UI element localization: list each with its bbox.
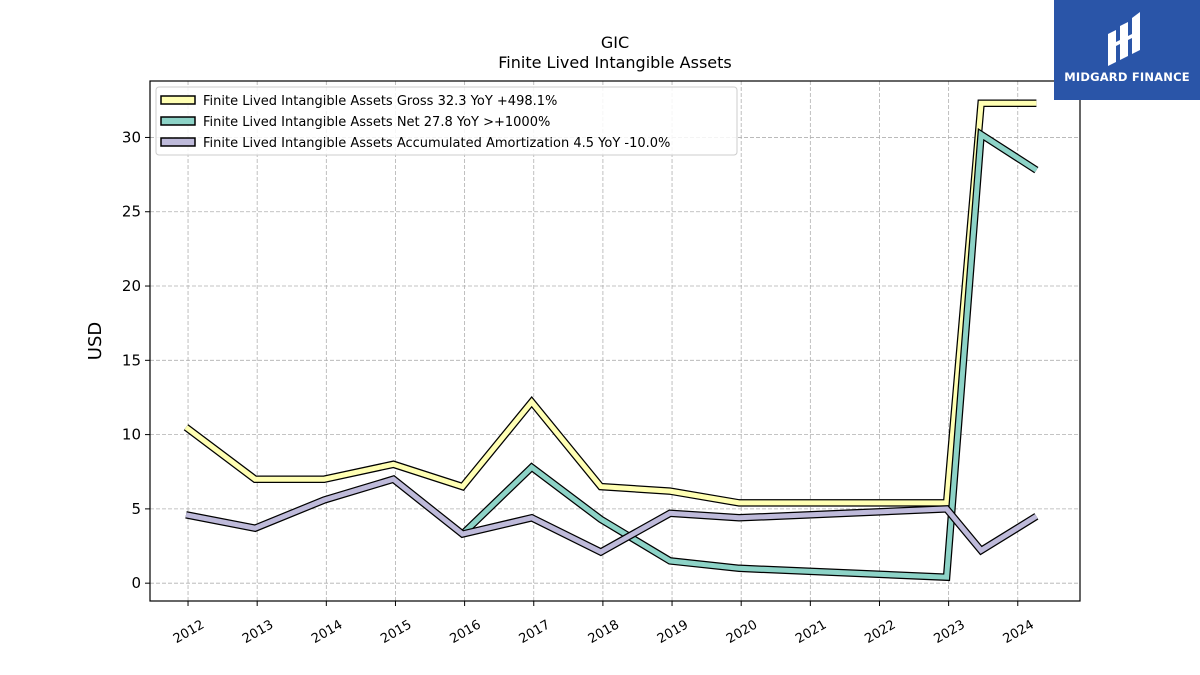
x-axis-ticks: 2012 2013 2014 2015 2016 2017 2018 2019 2020 2021… xyxy=(171,601,1037,647)
legend: Finite Lived Intangible Assets Gross 32.… xyxy=(155,86,738,156)
x-tick-label: 2014 xyxy=(309,617,345,647)
x-tick-label: 2021 xyxy=(793,617,829,647)
x-tick-label: 2020 xyxy=(724,617,760,647)
y-tick-label: 15 xyxy=(122,351,141,369)
x-tick-label: 2023 xyxy=(931,617,967,647)
x-tick-label: 2024 xyxy=(1001,617,1037,647)
x-tick-label: 2015 xyxy=(378,617,414,647)
x-tick-label: 2012 xyxy=(171,617,207,647)
y-tick-label: 5 xyxy=(131,500,141,518)
series-line-2 xyxy=(185,476,1038,555)
legend-swatch-2 xyxy=(160,137,196,147)
y-tick-label: 25 xyxy=(122,203,141,221)
grid xyxy=(150,81,1080,601)
logo-text: MIDGARD FINANCE xyxy=(1064,70,1190,84)
legend-label-0: Finite Lived Intangible Assets Gross 32.… xyxy=(203,94,557,109)
x-tick-label: 2013 xyxy=(240,617,276,647)
midgard-finance-logo: MIDGARD FINANCE xyxy=(1054,0,1200,100)
y-tick-label: 30 xyxy=(122,128,141,146)
series-line-0 xyxy=(184,100,1037,506)
midgard-logo-icon xyxy=(1108,12,1140,66)
legend-label-2: Finite Lived Intangible Assets Accumulat… xyxy=(203,136,670,151)
legend-label-1: Finite Lived Intangible Assets Net 27.8 … xyxy=(203,115,550,130)
y-tick-label: 0 xyxy=(131,574,141,592)
y-tick-label: 10 xyxy=(122,426,141,444)
y-axis-ticks: 0 5 10 15 20 25 30 xyxy=(122,128,150,592)
series-line-1 xyxy=(460,130,1038,580)
x-tick-label: 2019 xyxy=(655,617,691,647)
legend-box xyxy=(155,86,738,156)
x-tick-label: 2022 xyxy=(862,617,898,647)
legend-swatch-0 xyxy=(160,95,196,105)
series-outline-0 xyxy=(183,99,1037,507)
plot-frame xyxy=(149,80,1081,602)
y-tick-label: 20 xyxy=(122,277,141,295)
x-tick-label: 2017 xyxy=(517,617,553,647)
x-tick-label: 2018 xyxy=(586,617,622,647)
chart-title: GIC xyxy=(601,33,629,52)
x-tick-label: 2016 xyxy=(447,617,483,647)
chart-subtitle: Finite Lived Intangible Assets xyxy=(498,53,731,72)
legend-swatch-1 xyxy=(160,116,196,126)
series-lines xyxy=(183,99,1039,582)
y-axis-label: USD xyxy=(85,322,106,360)
